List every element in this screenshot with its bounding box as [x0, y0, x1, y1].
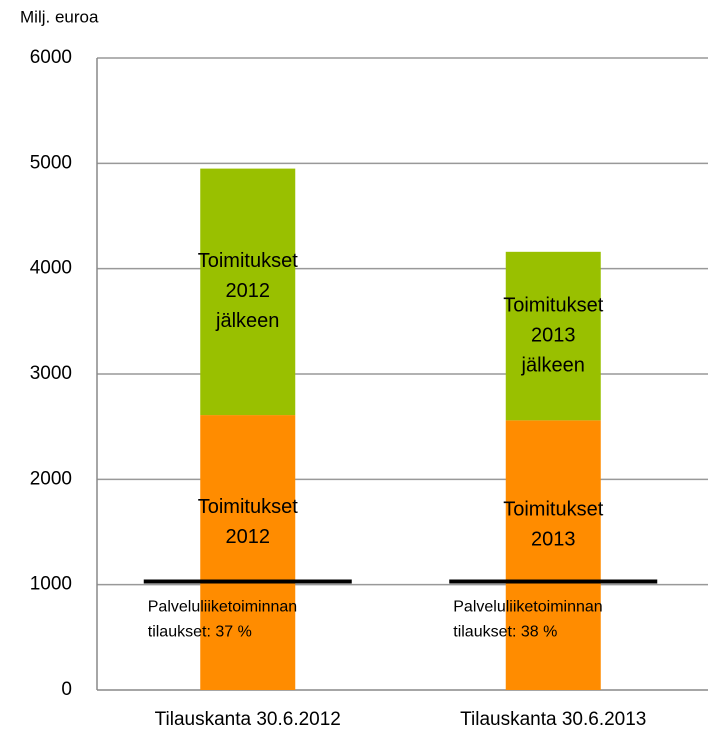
y-tick-label: 6000 [30, 47, 72, 68]
marker-label: tilaukset: 37 % [148, 624, 252, 641]
segment-label: jälkeen [521, 354, 585, 376]
segment-label: Toimitukset [198, 250, 298, 272]
segment-label: 2012 [226, 526, 271, 548]
segment-label: 2013 [531, 528, 576, 550]
y-tick-label: 4000 [30, 258, 72, 279]
marker-label: tilaukset: 38 % [453, 624, 557, 641]
marker-label: Palveluliiketoiminnan [148, 599, 297, 616]
segment-label: Toimitukset [198, 496, 298, 518]
marker-label: Palveluliiketoiminnan [453, 599, 602, 616]
x-tick-label: Tilauskanta 30.6.2012 [155, 709, 341, 730]
segment-label: 2013 [531, 324, 576, 346]
bar-segment [200, 415, 296, 690]
y-tick-label: 5000 [30, 152, 72, 173]
y-tick-label: 3000 [30, 363, 72, 384]
y-axis-label: Milj. euroa [20, 7, 99, 26]
y-tick-label: 1000 [30, 574, 72, 595]
segment-label: jälkeen [215, 310, 279, 332]
x-tick-label: Tilauskanta 30.6.2013 [460, 709, 646, 730]
bar-segment [505, 251, 601, 421]
bar-segment [200, 168, 296, 416]
segment-label: Toimitukset [503, 498, 603, 520]
y-tick-label: 0 [61, 679, 72, 700]
segment-label: Toimitukset [503, 294, 603, 316]
bar-segment [505, 420, 601, 690]
y-tick-label: 2000 [30, 468, 72, 489]
segment-label: 2012 [226, 280, 271, 302]
